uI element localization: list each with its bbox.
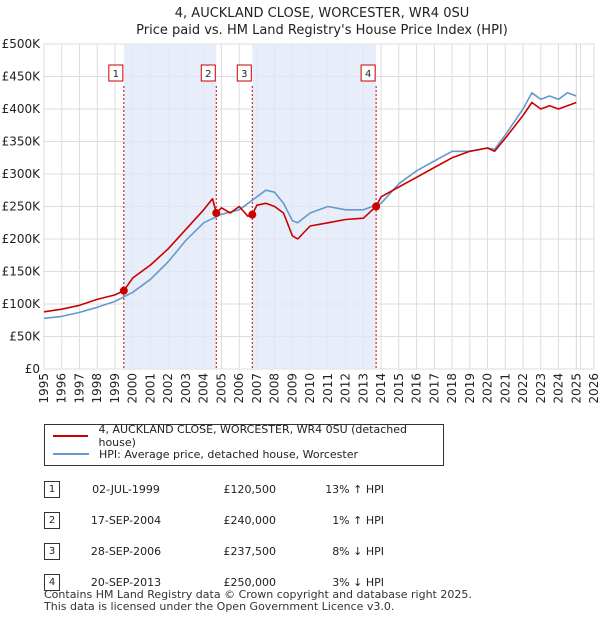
sale-marker-badge: 4 xyxy=(44,574,60,591)
x-tick-label: 2018 xyxy=(445,373,459,404)
x-tick-label: 2009 xyxy=(285,373,299,404)
y-tick-label: £150K xyxy=(2,265,42,279)
y-tick-label: £0 xyxy=(25,362,40,376)
x-tick-label: 2019 xyxy=(463,373,477,404)
x-tick-label: 2010 xyxy=(303,373,317,404)
sale-date: 17-SEP-2004 xyxy=(90,514,162,527)
y-tick-label: £100K xyxy=(2,297,42,311)
legend-item-hpi: HPI: Average price, detached house, Worc… xyxy=(53,446,358,462)
legend-item-property: 4, AUCKLAND CLOSE, WORCESTER, WR4 0SU (d… xyxy=(53,423,443,449)
x-tick-label: 1998 xyxy=(90,373,104,404)
sale-hpi-diff: 8% ↓ HPI xyxy=(332,545,384,558)
x-tick-label: 2023 xyxy=(534,373,548,404)
x-tick-label: 2020 xyxy=(481,373,495,404)
x-tick-label: 1995 xyxy=(37,373,51,404)
x-tick-label: 2004 xyxy=(197,373,211,404)
ownership-period-shade xyxy=(252,44,377,369)
chart-subtitle: Price paid vs. HM Land Registry's House … xyxy=(136,23,508,38)
sale-point xyxy=(372,202,381,211)
sale-marker-label: 1 xyxy=(113,69,119,80)
x-tick-label: 1999 xyxy=(108,373,122,404)
x-tick-label: 2011 xyxy=(321,373,335,404)
sale-marker-label: 3 xyxy=(241,69,247,80)
sale-price: £250,000 xyxy=(223,576,277,589)
footer-licence: This data is licensed under the Open Gov… xyxy=(44,600,395,613)
table-row: 3 28-SEP-2006 £237,500 8% ↓ HPI xyxy=(44,536,384,567)
x-tick-label: 2005 xyxy=(214,373,228,404)
sale-marker-badge: 2 xyxy=(44,512,60,529)
sale-hpi-diff: 1% ↑ HPI xyxy=(332,514,384,527)
y-tick-label: £250K xyxy=(2,200,42,214)
table-row: 1 02-JUL-1999 £120,500 13% ↑ HPI xyxy=(44,474,384,505)
x-tick-label: 2003 xyxy=(179,373,193,404)
forecast-hatch xyxy=(576,44,582,369)
sale-date: 28-SEP-2006 xyxy=(90,545,162,558)
y-tick-label: £400K xyxy=(2,102,42,116)
y-tick-label: £50K xyxy=(9,330,41,344)
x-tick-label: 2015 xyxy=(392,373,406,404)
x-tick-label: 2006 xyxy=(232,373,246,404)
ownership-period-shade xyxy=(123,44,217,369)
x-tick-label: 2022 xyxy=(516,373,530,404)
x-tick-label: 1996 xyxy=(55,373,69,404)
sale-date: 02-JUL-1999 xyxy=(92,483,160,496)
x-tick-label: 2025 xyxy=(569,373,583,404)
y-tick-label: £500K xyxy=(2,37,42,51)
sale-marker-box xyxy=(236,64,252,82)
footer-copyright: Contains HM Land Registry data © Crown c… xyxy=(44,588,472,601)
price-chart: 4, AUCKLAND CLOSE, WORCESTER, WR4 0SU Pr… xyxy=(2,6,600,404)
chart-title: 4, AUCKLAND CLOSE, WORCESTER, WR4 0SU xyxy=(175,6,469,21)
sale-price: £240,000 xyxy=(223,514,277,527)
sale-marker-badge: 3 xyxy=(44,543,60,560)
sale-marker-box xyxy=(200,64,216,82)
sale-hpi-diff: 3% ↓ HPI xyxy=(332,576,384,589)
table-row: 4 20-SEP-2013 £250,000 3% ↓ HPI xyxy=(44,567,384,598)
y-tick-label: £450K xyxy=(2,70,42,84)
table-row: 2 17-SEP-2004 £240,000 1% ↑ HPI xyxy=(44,505,384,536)
x-tick-label: 1997 xyxy=(72,373,86,404)
sale-price: £120,500 xyxy=(223,483,277,496)
legend-swatch-property xyxy=(53,435,89,437)
sale-price: £237,500 xyxy=(223,545,277,558)
x-tick-label: 2001 xyxy=(143,373,157,404)
x-tick-label: 2017 xyxy=(427,373,441,404)
x-tick-label: 2007 xyxy=(250,373,264,404)
hpi-series-line xyxy=(43,92,577,320)
legend-swatch-hpi xyxy=(53,453,89,455)
y-tick-label: £200K xyxy=(2,232,42,246)
y-tick-label: £350K xyxy=(2,135,42,149)
sale-point xyxy=(248,210,257,219)
legend-label-hpi: HPI: Average price, detached house, Worc… xyxy=(99,447,359,461)
x-tick-label: 2026 xyxy=(587,373,600,404)
y-tick-label: £300K xyxy=(2,167,42,181)
x-tick-label: 2014 xyxy=(374,373,388,404)
sale-hpi-diff: 13% ↑ HPI xyxy=(325,483,384,496)
x-tick-label: 2008 xyxy=(268,373,282,404)
property-series-line xyxy=(43,101,577,313)
sale-marker-badge: 1 xyxy=(44,481,60,498)
x-tick-label: 2013 xyxy=(356,373,370,404)
legend-label-property: 4, AUCKLAND CLOSE, WORCESTER, WR4 0SU (d… xyxy=(98,423,408,449)
x-tick-label: 2012 xyxy=(339,373,353,404)
sale-marker-label: 2 xyxy=(205,69,211,80)
sale-marker-label: 4 xyxy=(365,69,371,80)
x-tick-label: 2000 xyxy=(126,373,140,404)
legend: 4, AUCKLAND CLOSE, WORCESTER, WR4 0SU (d… xyxy=(44,423,444,466)
sale-marker-box xyxy=(360,64,376,82)
sales-table: 1 02-JUL-1999 £120,500 13% ↑ HPI 2 17-SE… xyxy=(44,474,384,598)
sale-point xyxy=(119,286,128,295)
x-tick-label: 2021 xyxy=(498,373,512,404)
footer: Contains HM Land Registry data © Crown c… xyxy=(44,589,472,613)
x-tick-label: 2016 xyxy=(410,373,424,404)
sale-point xyxy=(212,209,221,217)
sale-date: 20-SEP-2013 xyxy=(90,576,162,589)
x-tick-label: 2024 xyxy=(552,373,566,404)
x-tick-label: 2002 xyxy=(161,373,175,404)
sale-marker-box xyxy=(108,64,124,82)
